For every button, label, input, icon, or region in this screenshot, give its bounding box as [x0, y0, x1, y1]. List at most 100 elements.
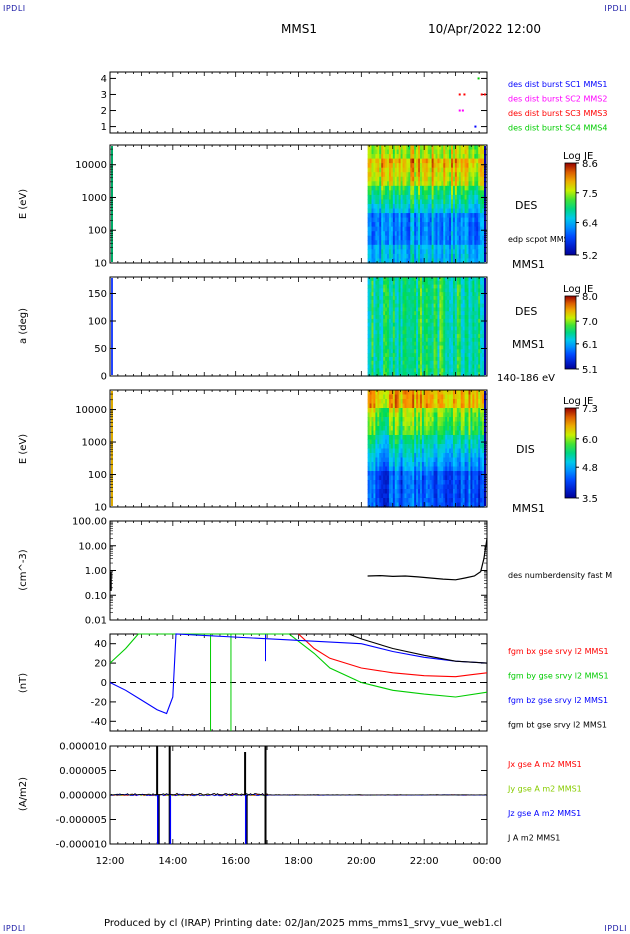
des-energy-cell	[396, 190, 400, 196]
des-energy-cell	[480, 249, 483, 255]
des-pitch-cell	[421, 315, 425, 320]
des-energy-cell	[390, 253, 394, 260]
des-energy-cell	[433, 208, 437, 214]
des-pitch-cell	[454, 349, 458, 354]
dis-energy-cell	[476, 426, 479, 432]
des-pitch-cell	[425, 337, 429, 343]
des-energy-cell	[421, 172, 425, 178]
dis-energy-cell	[472, 408, 475, 414]
des-energy-cell	[480, 190, 483, 196]
dis-energy-cell	[456, 484, 460, 490]
des-energy-cell	[452, 190, 456, 196]
dis-energy-cell	[398, 394, 402, 400]
des-pitch-cell	[373, 288, 376, 293]
dis-energy-cell	[390, 430, 394, 436]
des-pitch-cell	[410, 353, 413, 358]
des-energy-cell	[400, 190, 404, 196]
dis-energy-cell	[441, 462, 444, 468]
dis-energy-cell	[402, 408, 406, 414]
dis-energy-cell	[472, 453, 475, 459]
des-pitch-cell	[396, 315, 400, 320]
des-energy-cell	[383, 185, 386, 191]
dis-energy-cell	[373, 426, 376, 432]
des-pitch-cell	[385, 288, 388, 293]
dis-energy-cell	[437, 430, 440, 436]
des-pitch-cell	[385, 364, 388, 369]
des-pitch-cell	[441, 318, 444, 324]
des-pitch-cell	[392, 318, 396, 324]
des-pitch-cell	[371, 368, 375, 373]
dis-energy-cell	[462, 421, 466, 427]
des-pitch-cell	[392, 296, 396, 301]
des-energy-cell	[476, 235, 479, 241]
des-pitch-cell	[431, 330, 435, 335]
des-pitch-cell	[423, 353, 427, 358]
des-pitch-cell	[385, 322, 388, 328]
des-energy-cell	[408, 244, 411, 250]
des-pitch-cell	[460, 334, 464, 339]
des-pitch-cell	[452, 353, 456, 358]
dis-energy-cell	[416, 430, 419, 436]
des-pitch-cell	[451, 345, 454, 350]
dis-energy-cell	[406, 426, 409, 432]
des-energy-cell	[437, 185, 440, 191]
dis-energy-cell	[466, 408, 470, 414]
des-energy-cell	[379, 208, 382, 214]
des-pitch-cell	[429, 341, 433, 347]
dis-energy-cell	[462, 417, 466, 423]
des-pitch-cell	[472, 341, 475, 347]
dis-energy-cell	[412, 408, 415, 414]
des-energy-cell	[423, 253, 427, 260]
des-pitch-cell	[470, 296, 473, 301]
dis-energy-cell	[427, 435, 431, 441]
dis-energy-cell	[402, 421, 406, 427]
des-pitch-cell	[464, 284, 468, 290]
des-pitch-cell	[390, 280, 394, 286]
des-pitch-cell	[416, 315, 419, 320]
des-pitch-cell	[387, 360, 390, 366]
des-energy-cell	[451, 217, 454, 223]
des-energy-cell	[441, 154, 444, 160]
des-pitch-cell	[421, 353, 425, 358]
des-energy-cell	[451, 249, 454, 255]
des-energy-cell	[447, 176, 450, 182]
des-energy-cell	[445, 258, 448, 264]
des-energy-cell	[387, 213, 390, 219]
dis-energy-cell	[472, 435, 475, 441]
des-energy-cell	[460, 167, 464, 173]
des-pitch-cell	[427, 364, 431, 369]
des-energy-cell	[371, 226, 375, 232]
des-energy-cell	[464, 172, 468, 178]
des-energy-cell	[404, 167, 408, 173]
des-energy-cell	[392, 167, 396, 173]
des-energy-cell	[437, 244, 440, 250]
des-pitch-cell	[388, 341, 392, 347]
des-pitch-cell	[451, 360, 454, 366]
des-energy-cell	[402, 222, 406, 228]
des-energy-cell	[379, 253, 382, 260]
des-energy-cell	[423, 172, 427, 178]
dis-energy-cell	[379, 394, 382, 400]
dis-energy-cell	[396, 462, 400, 468]
dis-energy-cell	[435, 430, 439, 436]
dis-energy-cell	[412, 403, 415, 409]
des-energy-cell	[454, 163, 458, 169]
dis-energy-cell	[433, 466, 437, 472]
dis-energy-cell	[404, 390, 408, 396]
dis-energy-cell	[445, 417, 448, 423]
des-energy-cell	[445, 185, 448, 191]
des-pitch-cell	[466, 356, 470, 362]
des-pitch-cell	[390, 277, 394, 282]
des-energy-cell	[387, 154, 390, 160]
des-pitch-cell	[470, 288, 473, 293]
des-pitch-cell	[385, 307, 388, 312]
des-pitch-cell	[402, 372, 406, 377]
des-energy-cell	[480, 231, 483, 237]
dis-energy-cell	[392, 399, 396, 405]
dis-energy-cell	[427, 426, 431, 432]
des-energy-cell	[392, 194, 396, 201]
dis-energy-cell	[418, 444, 421, 450]
des-energy-cell	[412, 199, 415, 205]
des-energy-cell	[394, 235, 398, 241]
des-energy-cell	[369, 235, 373, 241]
